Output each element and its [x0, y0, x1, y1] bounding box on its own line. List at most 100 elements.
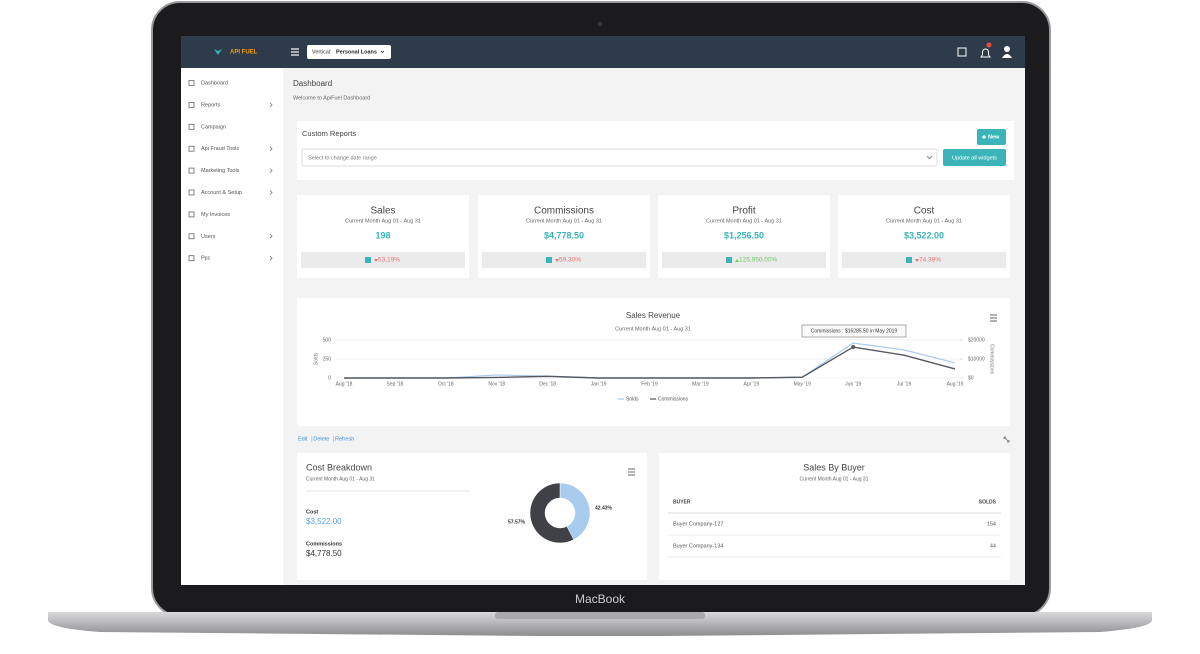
kpi-footer: [301, 252, 465, 268]
date-select[interactable]: [301, 148, 938, 167]
vertical-label: Vertical:: [312, 49, 332, 55]
button-label: Update all widgets: [952, 155, 997, 161]
y-axis-title: Solds: [313, 352, 319, 365]
menu-icon: [188, 80, 195, 86]
y-tick-label: 500: [323, 337, 332, 343]
kpi-footer: [662, 252, 826, 268]
trend-arrow: [735, 259, 739, 262]
chevron: [269, 168, 273, 173]
y-tick-label: 250: [323, 356, 332, 362]
trend-arrow: [374, 259, 378, 262]
menu-item: My Invoices: [201, 212, 230, 218]
column-header: SOLDS: [979, 499, 997, 505]
donut-slice: [529, 482, 575, 544]
logo-icon: [214, 49, 222, 55]
update-button[interactable]: [943, 149, 1006, 166]
table-cell: 154: [987, 521, 996, 527]
kpi-change: 74.38%: [919, 257, 941, 264]
vertical-select[interactable]: [307, 45, 391, 59]
fullscreen-icon[interactable]: [957, 47, 967, 57]
chevron: [269, 102, 273, 108]
camera: [597, 21, 603, 27]
card: [297, 298, 1010, 426]
kpi-value: $1,256.50: [724, 230, 764, 240]
kpi-change: 53.19%: [378, 257, 400, 264]
chart-menu[interactable]: [628, 468, 635, 476]
chart-subtitle: Current Month Aug 01 - Aug 31: [615, 326, 691, 332]
chart-title: Sales Revenue: [626, 311, 681, 320]
menu-item: Account & Setup: [201, 190, 242, 196]
user-icon[interactable]: [1002, 46, 1012, 58]
menu-item: Reports: [201, 102, 221, 108]
menu-icon: [188, 167, 195, 174]
calendar-icon: [906, 257, 912, 263]
y2-tick-label: $0: [968, 375, 974, 381]
laptop-base: [48, 612, 1152, 636]
calendar-icon: [726, 257, 732, 263]
x-tick-label: Jan '19: [591, 381, 607, 387]
caret: [926, 155, 933, 160]
kpi-title: Profit: [732, 206, 756, 217]
menu-item: Api Fraud Tools: [201, 146, 239, 152]
resize-icon[interactable]: [1003, 436, 1010, 443]
caret: [380, 50, 385, 54]
chart-menu[interactable]: [990, 314, 997, 322]
tooltip-text: Commissions : $16285.50 in May 2019: [811, 328, 898, 334]
x-tick-label: Jun '19: [845, 381, 861, 387]
hover-point: [851, 345, 856, 350]
sidebar: [181, 68, 283, 585]
card-subtitle: Current Month Aug 01 - Aug 31: [306, 476, 375, 482]
kpi-footer: [482, 252, 646, 268]
y2-tick-label: $10000: [968, 356, 985, 362]
kpi-footer: [842, 252, 1006, 268]
kpi-period: Current Month Aug 01 - Aug 31: [345, 218, 421, 224]
kpi-value: $3,522.00: [904, 230, 944, 240]
action-link[interactable]: Delete: [313, 436, 329, 442]
legend-label: Solds: [626, 396, 639, 402]
x-tick-label: Oct '18: [438, 381, 454, 387]
tooltip: [801, 324, 907, 338]
y2-axis-title: Commissions: [989, 344, 995, 375]
item-label: Commissions: [306, 541, 342, 547]
chevron: [269, 146, 273, 151]
new-button[interactable]: [977, 129, 1006, 145]
kpi-period: Current Month Aug 01 - Aug 31: [886, 218, 962, 224]
y-tick-label: 0: [328, 375, 331, 381]
action-link[interactable]: Edit: [298, 436, 308, 442]
kpi-title: Cost: [914, 206, 935, 217]
hamburger[interactable]: [291, 48, 299, 56]
plus-icon: [982, 135, 986, 139]
x-tick-label: Mar '19: [692, 381, 709, 387]
button-label: New: [988, 134, 1000, 140]
kpi-title: Commissions: [534, 206, 594, 217]
kpi-value: 198: [375, 230, 390, 240]
laptop-label: MacBook: [575, 592, 626, 606]
column-header: BUYER: [673, 499, 691, 505]
bell-icon[interactable]: [980, 48, 991, 58]
x-tick-label: Aug '18: [336, 381, 353, 387]
card-title: Sales By Buyer: [803, 462, 865, 472]
x-tick-label: Feb '19: [641, 381, 658, 387]
menu-item: Dashboard: [201, 80, 228, 86]
table-cell: Buyer Company-134: [673, 543, 723, 549]
data-label: 42.43%: [595, 505, 613, 511]
calendar-icon: [546, 257, 552, 263]
menu-icon: [188, 233, 195, 240]
x-tick-label: Sep '18: [387, 381, 404, 387]
kpi-change: 59.30%: [559, 257, 581, 264]
action-link[interactable]: Refresh: [335, 436, 354, 442]
laptop-notch: [495, 612, 705, 619]
menu-icon: [188, 255, 195, 262]
menu-icon: [188, 102, 195, 108]
kpi-change: 125,950.00%: [739, 257, 778, 264]
kpi-title: Sales: [370, 206, 395, 217]
menu-icon: [188, 123, 195, 130]
chevron: [269, 255, 273, 261]
table-cell: Buyer Company-127: [673, 521, 723, 527]
kpi-value: $4,778.50: [544, 230, 584, 240]
x-tick-label: Dec '18: [539, 381, 556, 387]
card-title: Custom Reports: [302, 129, 356, 138]
data-label: 57.57%: [508, 519, 526, 525]
item-value: $3,522.00: [306, 517, 342, 526]
